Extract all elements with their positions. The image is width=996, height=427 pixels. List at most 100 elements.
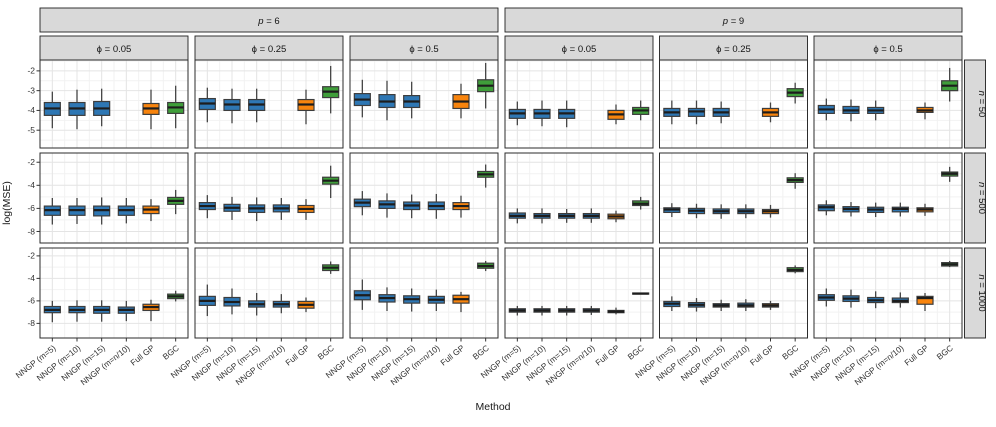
- facet-strip-phi-0.5: ϕ = 0.5: [349, 35, 499, 61]
- boxplot-box-nngp-m-5-: [663, 296, 681, 311]
- boxplot-box-nngp-m-15-: [403, 81, 421, 119]
- boxplot-box-full-gp: [607, 104, 625, 125]
- boxplot-box-nngp-m-n-10-: [582, 305, 600, 315]
- boxplot-box-nngp-m-10-: [533, 100, 551, 127]
- panel-p6-phi0.05-n1000: [39, 247, 189, 339]
- y-tick-label: -3: [27, 85, 35, 95]
- boxplot-box-bgc: [941, 166, 959, 182]
- boxplot-box-nngp-m-n-10-: [427, 193, 445, 219]
- x-tick-label: Full GP: [283, 342, 311, 367]
- boxplot-box-nngp-m-15-: [93, 197, 111, 225]
- y-tick-label: -4: [27, 105, 35, 115]
- panel-border: [659, 152, 808, 244]
- boxplot-box-nngp-m-5-: [508, 208, 526, 224]
- boxplot-box-bgc: [941, 67, 959, 102]
- panel-p9-phi0.25-n1000: [659, 247, 808, 339]
- boxplot-box-full-gp: [452, 195, 470, 218]
- boxplot-box-nngp-m-10-: [687, 203, 706, 219]
- boxplot-box-full-gp: [916, 293, 934, 311]
- boxplot-box-nngp-m-10-: [378, 193, 396, 218]
- y-tick-label: -2: [27, 251, 35, 261]
- panel-border: [194, 247, 344, 339]
- boxplot-box-full-gp: [607, 307, 625, 315]
- panel-border: [349, 152, 499, 244]
- boxplot-box-nngp-m-15-: [403, 288, 421, 312]
- boxplot-box-nngp-m-10-: [68, 89, 86, 130]
- boxplot-box-nngp-m-10-: [842, 289, 860, 308]
- panel-border: [813, 152, 963, 244]
- facet-strip-label: n = 500: [976, 182, 987, 214]
- y-tick-label: -6: [27, 203, 35, 213]
- facet-strip-box: [813, 35, 963, 61]
- panel-p9-phi0.25-n500: [659, 152, 808, 244]
- panel-border: [659, 247, 808, 339]
- boxplot-box-nngp-m-10-: [223, 288, 241, 315]
- boxplot-box-nngp-m-n-10-: [737, 299, 755, 311]
- boxplot-box-nngp-m-n-10-: [737, 204, 755, 219]
- boxplot-box-bgc: [477, 164, 495, 188]
- boxplot-box-bgc: [322, 261, 340, 274]
- panel-border: [659, 59, 808, 149]
- boxplot-box-nngp-m-n-10-: [427, 289, 445, 311]
- facet-strip-phi-0.05: ϕ = 0.05: [504, 35, 654, 61]
- facet-strip-label: ϕ = 0.25: [716, 44, 751, 55]
- boxplot-box-bgc: [632, 100, 650, 121]
- x-tick-label: Full GP: [438, 342, 466, 367]
- boxplot-box-nngp-m-5-: [353, 79, 371, 118]
- boxplot-box-bgc: [167, 290, 185, 302]
- boxplot-box-nngp-m-5-: [508, 101, 526, 126]
- boxplot-box-bgc: [786, 82, 804, 104]
- facet-strip-p-6: p = 6: [39, 7, 499, 33]
- boxplot-box-nngp-m-5-: [353, 191, 371, 216]
- facet-strip-box: [964, 247, 986, 339]
- y-tick-label: -2: [27, 66, 35, 76]
- boxplot-box-full-gp: [761, 102, 780, 123]
- x-tick-label: BGC: [316, 343, 336, 362]
- facet-strip-box: [194, 35, 344, 61]
- boxplot-box-nngp-m-10-: [223, 88, 241, 124]
- boxplot-box-nngp-m-15-: [403, 194, 421, 219]
- facet-strip-label: p = 6: [257, 16, 279, 27]
- facet-strip-label: ϕ = 0.05: [97, 44, 132, 55]
- boxplot-box-nngp-m-10-: [842, 202, 860, 217]
- x-tick-label: BGC: [626, 343, 646, 362]
- facet-strip-phi-0.25: ϕ = 0.25: [659, 35, 808, 61]
- boxplot-box-full-gp: [607, 210, 625, 223]
- boxplot-box-nngp-m-n-10-: [272, 294, 290, 314]
- facet-strip-p-9: p = 9: [504, 7, 963, 33]
- boxplot-box-bgc: [632, 196, 650, 210]
- boxplot-box-nngp-m-10-: [378, 287, 396, 311]
- panel-p9-phi0.25-n50: [659, 59, 808, 149]
- boxplot-box-nngp-m-5-: [198, 195, 216, 219]
- boxplot-box-full-gp: [452, 291, 470, 313]
- facet-strip-label: n = 1000: [976, 274, 987, 311]
- boxplot-box-nngp-m-15-: [93, 300, 111, 322]
- facet-strip-box: [964, 152, 986, 244]
- boxplot-box-nngp-m-10-: [687, 298, 706, 312]
- boxplot-box-nngp-m-15-: [712, 101, 730, 124]
- boxplot-box-nngp-m-5-: [198, 87, 216, 123]
- boxplot-box-nngp-m-5-: [353, 279, 371, 310]
- boxplot-box-nngp-m-15-: [867, 291, 885, 309]
- boxplot-box-nngp-m-15-: [867, 202, 885, 218]
- boxplot-box-nngp-m-10-: [68, 198, 86, 224]
- panel-border: [349, 247, 499, 339]
- boxplot-box-full-gp: [142, 89, 160, 130]
- facet-strip-label: n = 50: [976, 91, 987, 118]
- x-tick-label: BGC: [471, 343, 491, 362]
- boxplot-box-nngp-m-15-: [558, 208, 576, 223]
- panel-border: [349, 59, 499, 149]
- facet-strip-phi-0.5: ϕ = 0.5: [813, 35, 963, 61]
- panel-border: [39, 59, 189, 149]
- x-tick-label: Full GP: [748, 342, 776, 367]
- panel-p6-phi0.5-n1000: [349, 247, 499, 339]
- boxplot-box-nngp-m-5-: [43, 198, 61, 225]
- boxplot-box-full-gp: [297, 199, 315, 220]
- boxplot-box-nngp-m-10-: [378, 80, 396, 121]
- facet-strip-box: [39, 7, 499, 33]
- x-tick-label: BGC: [161, 343, 181, 362]
- boxplot-box-bgc: [167, 85, 185, 129]
- x-axis-title: Method: [475, 401, 511, 413]
- facet-strip-box: [964, 59, 986, 149]
